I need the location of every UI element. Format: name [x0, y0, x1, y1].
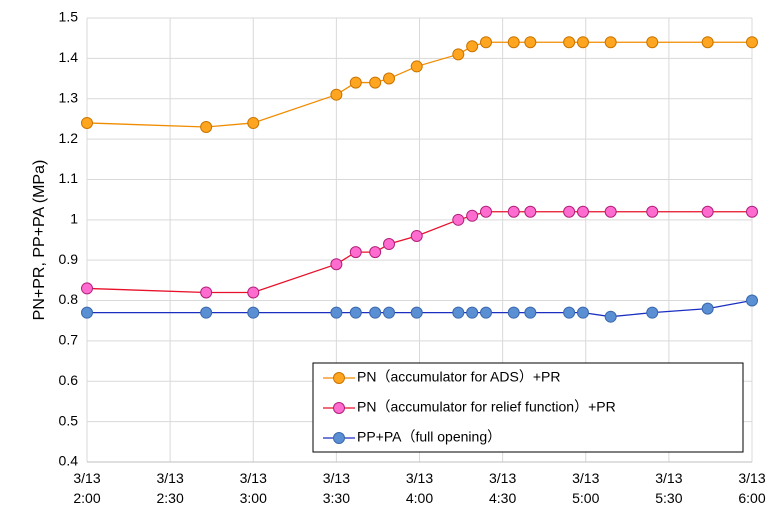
data-point — [369, 306, 382, 319]
data-point — [701, 36, 714, 49]
data-point — [701, 302, 714, 315]
legend-marker — [333, 402, 345, 414]
data-point — [604, 310, 617, 323]
legend-marker — [333, 432, 345, 444]
data-point — [466, 306, 479, 319]
data-point — [410, 306, 423, 319]
data-point — [330, 88, 343, 101]
y-tick-label: 1.4 — [59, 49, 79, 65]
data-point — [466, 40, 479, 53]
legend-label: PN（accumulator for relief function）+PR — [357, 399, 616, 415]
legend-label: PN（accumulator for ADS）+PR — [357, 369, 560, 385]
data-point — [369, 246, 382, 259]
data-point — [247, 116, 260, 129]
data-point — [746, 294, 758, 307]
data-point — [452, 213, 465, 226]
data-point — [507, 306, 520, 319]
data-point — [576, 36, 589, 49]
x-tick-label: 3/13 5:00 — [572, 470, 600, 506]
data-point — [646, 205, 659, 218]
data-point — [746, 205, 758, 218]
y-tick-label: 1.1 — [59, 170, 79, 186]
data-point — [410, 60, 423, 73]
data-point — [452, 48, 465, 61]
data-point — [81, 282, 93, 295]
data-point — [701, 205, 714, 218]
data-point — [604, 36, 617, 49]
legend-box — [312, 362, 744, 453]
y-tick-label: 0.9 — [59, 251, 79, 267]
legend: PN（accumulator for ADS）+PR PN（accumulator… — [312, 362, 744, 453]
data-point — [383, 306, 396, 319]
x-tick-label: 3/13 5:30 — [655, 470, 683, 506]
data-point — [452, 306, 465, 319]
data-point — [200, 306, 213, 319]
data-point — [369, 76, 382, 89]
data-point — [507, 36, 520, 49]
data-point — [349, 246, 362, 259]
y-tick-label: 0.4 — [59, 453, 79, 469]
data-point — [507, 205, 520, 218]
y-tick-label: 0.8 — [59, 291, 79, 307]
data-point — [480, 205, 492, 218]
legend-marker — [333, 372, 345, 384]
data-point — [330, 306, 343, 319]
data-point — [576, 306, 589, 319]
data-point — [330, 258, 343, 271]
data-point — [563, 36, 576, 49]
data-point — [646, 36, 659, 49]
data-point — [524, 205, 537, 218]
y-tick-label: 1 — [70, 211, 78, 227]
x-tick-label: 3/13 2:00 — [73, 470, 101, 506]
data-point — [576, 205, 589, 218]
y-tick-label: 0.7 — [59, 332, 79, 348]
data-point — [563, 306, 576, 319]
x-tick-label: 3/13 4:00 — [405, 470, 434, 506]
x-tick-label: 3/13 4:30 — [489, 470, 517, 506]
x-tick-label: 3/13 6:00 — [738, 470, 766, 506]
data-point — [746, 36, 758, 49]
y-axis-label: PN+PR, PP+PA (MPa) — [31, 160, 48, 321]
y-tick-label: 1.5 — [59, 9, 79, 25]
data-point — [383, 238, 396, 251]
data-point — [524, 306, 537, 319]
data-point — [200, 286, 213, 299]
data-point — [524, 36, 537, 49]
data-point — [466, 209, 479, 222]
data-point — [349, 76, 362, 89]
data-point — [200, 120, 213, 133]
data-point — [563, 205, 576, 218]
legend-label: PP+PA（full opening） — [357, 429, 501, 445]
x-tick-label: 3/13 2:30 — [156, 470, 184, 506]
y-tick-label: 1.2 — [59, 130, 79, 146]
data-point — [247, 306, 260, 319]
data-point — [646, 306, 659, 319]
data-point — [480, 306, 492, 319]
x-tick-label: 3/13 3:00 — [239, 470, 267, 506]
data-point — [81, 116, 93, 129]
data-point — [410, 229, 423, 242]
x-tick-label: 3/13 3:30 — [322, 470, 350, 506]
data-point — [81, 306, 93, 319]
data-point — [383, 72, 396, 85]
y-tick-label: 0.5 — [59, 412, 79, 428]
data-point — [604, 205, 617, 218]
data-point — [480, 36, 492, 49]
y-tick-label: 1.3 — [59, 89, 79, 105]
data-point — [349, 306, 362, 319]
y-tick-label: 0.6 — [59, 372, 79, 388]
data-point — [247, 286, 260, 299]
